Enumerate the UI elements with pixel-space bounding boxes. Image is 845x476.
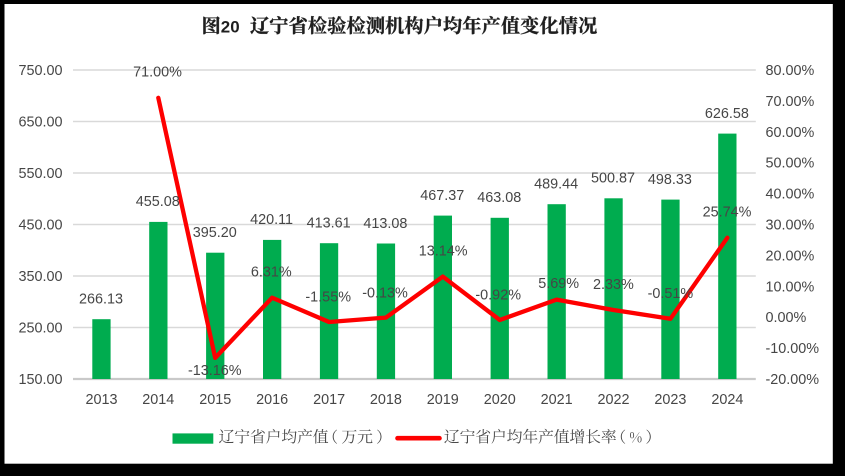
svg-text:70.00%: 70.00% [766, 94, 815, 110]
svg-text:-10.00%: -10.00% [766, 341, 820, 357]
svg-text:750.00: 750.00 [18, 63, 62, 79]
svg-text:60.00%: 60.00% [766, 125, 815, 141]
svg-text:2023: 2023 [654, 392, 686, 408]
svg-text:350.00: 350.00 [18, 269, 62, 285]
svg-text:2014: 2014 [142, 392, 174, 408]
svg-text:30.00%: 30.00% [766, 218, 815, 234]
svg-text:550.00: 550.00 [18, 166, 62, 182]
svg-text:420.11: 420.11 [250, 212, 293, 228]
svg-text:2019: 2019 [427, 392, 459, 408]
svg-text:20: 20 [221, 18, 240, 37]
svg-text:2015: 2015 [199, 392, 231, 408]
svg-text:626.58: 626.58 [705, 106, 749, 122]
svg-text:25.74%: 25.74% [703, 205, 752, 221]
svg-text:-0.51%: -0.51% [648, 286, 694, 302]
svg-text:2.33%: 2.33% [593, 277, 634, 293]
svg-text:455.08: 455.08 [136, 194, 180, 210]
svg-text:-0.13%: -0.13% [362, 285, 408, 301]
svg-text:50.00%: 50.00% [766, 156, 815, 172]
svg-text:71.00%: 71.00% [133, 64, 182, 80]
svg-text:-1.55%: -1.55% [305, 289, 351, 305]
svg-text:250.00: 250.00 [18, 321, 62, 337]
svg-text:5.69%: 5.69% [538, 276, 579, 292]
svg-text:0.00%: 0.00% [766, 310, 807, 326]
svg-text:2017: 2017 [313, 392, 345, 408]
svg-text:2022: 2022 [597, 392, 629, 408]
svg-text:2020: 2020 [484, 392, 516, 408]
svg-text:450.00: 450.00 [18, 218, 62, 234]
svg-text:650.00: 650.00 [18, 115, 62, 131]
svg-text:489.44: 489.44 [534, 177, 578, 193]
svg-text:2018: 2018 [370, 392, 402, 408]
svg-text:463.08: 463.08 [477, 190, 521, 206]
svg-text:498.33: 498.33 [648, 172, 692, 188]
svg-text:13.14%: 13.14% [419, 244, 468, 260]
svg-text:80.00%: 80.00% [766, 63, 815, 79]
svg-text:266.13: 266.13 [79, 292, 123, 308]
svg-text:467.37: 467.37 [420, 188, 464, 204]
svg-text:395.20: 395.20 [193, 225, 237, 241]
svg-text:2024: 2024 [711, 392, 743, 408]
svg-text:40.00%: 40.00% [766, 187, 815, 203]
svg-text:2021: 2021 [541, 392, 573, 408]
svg-text:413.08: 413.08 [363, 216, 407, 232]
svg-text:10.00%: 10.00% [766, 279, 815, 295]
svg-text:2016: 2016 [256, 392, 288, 408]
svg-text:500.87: 500.87 [591, 171, 635, 187]
svg-text:20.00%: 20.00% [766, 248, 815, 264]
svg-text:-13.16%: -13.16% [188, 363, 242, 379]
svg-text:413.61: 413.61 [307, 216, 351, 232]
svg-text:150.00: 150.00 [18, 372, 62, 388]
svg-text:2013: 2013 [85, 392, 117, 408]
svg-text:6.31%: 6.31% [251, 265, 292, 281]
svg-text:-0.92%: -0.92% [475, 288, 521, 304]
svg-text:-20.00%: -20.00% [766, 372, 820, 388]
